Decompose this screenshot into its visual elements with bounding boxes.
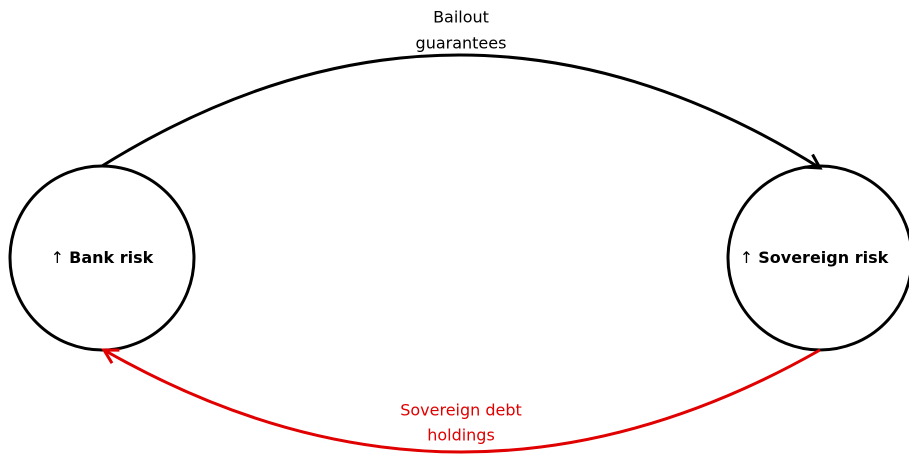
edge-label: Sovereign debt xyxy=(400,401,522,420)
node-prefix: ↑ xyxy=(51,248,64,267)
node-label: ↑ Sovereign risk xyxy=(740,248,889,267)
edge-arrow xyxy=(101,53,820,168)
node-text: Bank risk xyxy=(69,248,153,267)
edge-label: Bailout xyxy=(433,8,489,27)
edge-arrow xyxy=(104,350,821,454)
node-label: ↑ Bank risk xyxy=(51,248,154,267)
edge-label: holdings xyxy=(427,426,495,445)
edge-label: guarantees xyxy=(416,34,507,53)
node-prefix: ↑ xyxy=(740,248,753,267)
node-text: Sovereign risk xyxy=(758,248,888,267)
